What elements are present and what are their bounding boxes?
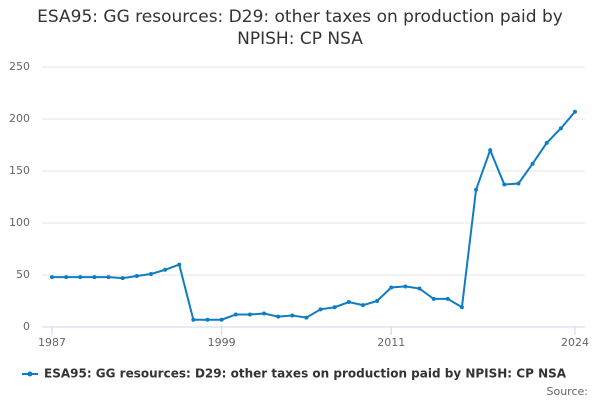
point	[247, 312, 252, 317]
source: Source:	[547, 385, 589, 398]
point	[120, 276, 125, 281]
point	[177, 262, 182, 267]
point	[205, 317, 210, 322]
point	[346, 300, 351, 305]
point	[219, 317, 224, 322]
point	[389, 285, 394, 290]
y-tick-label: 250	[9, 60, 30, 73]
point	[50, 275, 54, 280]
x-tick-label: 2011	[377, 336, 405, 349]
point	[459, 305, 464, 310]
y-tick-label: 200	[9, 112, 30, 125]
point	[502, 182, 507, 187]
point	[64, 275, 69, 280]
point	[573, 109, 577, 114]
x-tick-label: 1987	[38, 336, 66, 349]
point	[290, 313, 295, 318]
point	[163, 267, 168, 272]
point	[332, 305, 337, 310]
point	[134, 274, 139, 279]
y-tick-label: 50	[16, 268, 30, 281]
point	[191, 317, 196, 322]
y-tick-label: 0	[23, 320, 30, 333]
x-tick-label: 2024	[561, 336, 589, 349]
point	[78, 275, 83, 280]
point	[304, 315, 309, 320]
legend-label: ESA95: GG resources: D29: other taxes on…	[44, 367, 567, 381]
point	[92, 275, 97, 280]
point	[474, 187, 479, 192]
point	[276, 314, 281, 319]
legend-marker	[27, 371, 33, 377]
point	[403, 284, 408, 289]
x-tick-label: 1999	[208, 336, 236, 349]
point	[558, 126, 563, 131]
y-tick-label: 100	[9, 216, 30, 229]
point	[431, 296, 436, 301]
point	[375, 299, 380, 303]
point	[318, 307, 323, 312]
point	[233, 312, 238, 317]
point	[360, 303, 365, 308]
point	[516, 181, 521, 186]
point	[445, 296, 450, 301]
y-tick-label: 150	[9, 164, 30, 177]
point	[106, 275, 111, 280]
point	[530, 161, 535, 166]
point	[544, 140, 549, 145]
point	[488, 148, 493, 153]
point	[417, 286, 422, 291]
line	[52, 111, 576, 321]
point	[262, 311, 267, 316]
chart-title: ESA95: GG resources: D29: other taxes on…	[37, 7, 563, 49]
point	[148, 271, 153, 276]
